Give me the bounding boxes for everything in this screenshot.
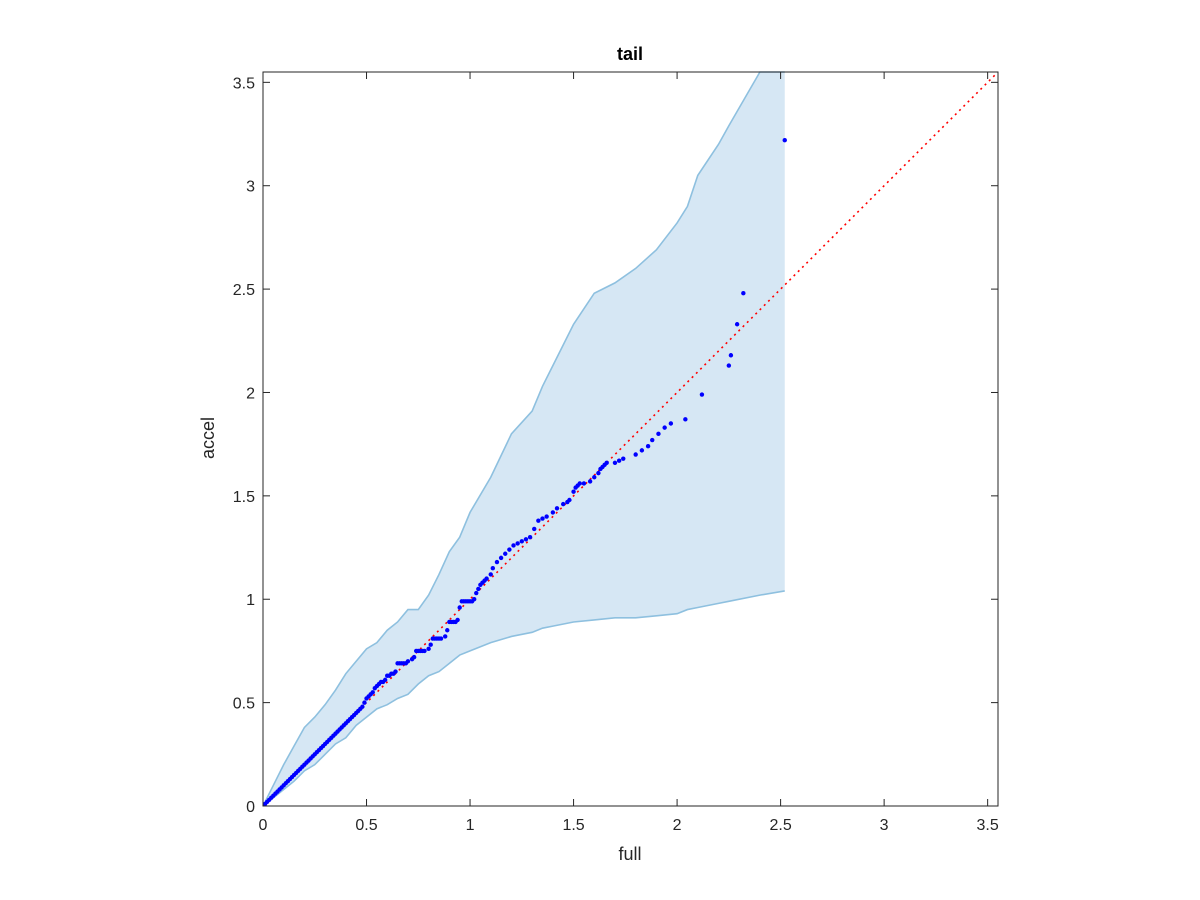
data-point <box>604 460 609 465</box>
axes-box <box>262 71 999 807</box>
x-tick-label: 3.5 <box>977 817 999 834</box>
x-tick-label: 3 <box>880 817 889 834</box>
data-point <box>650 437 655 443</box>
x-axis-ticks: 0 0.5 1 1.5 2 2.5 3 3.5 <box>259 72 999 834</box>
data-point <box>616 458 622 463</box>
data-point <box>587 479 593 484</box>
y-tick-label: 1.5 <box>233 489 255 506</box>
data-point <box>554 506 560 511</box>
data-point <box>699 392 705 397</box>
data-point <box>455 617 460 623</box>
data-point <box>438 636 444 641</box>
data-point <box>411 654 417 660</box>
data-points <box>262 138 787 807</box>
data-point <box>457 605 462 610</box>
x-tick-label: 2 <box>673 817 682 834</box>
data-point <box>550 510 556 515</box>
data-point <box>527 535 533 540</box>
data-point <box>683 417 688 422</box>
data-point <box>476 586 481 592</box>
data-point <box>360 704 365 709</box>
confidence-band <box>262 71 785 807</box>
data-point <box>488 572 493 577</box>
data-point <box>581 481 587 486</box>
data-point <box>532 526 537 532</box>
data-point <box>511 543 516 548</box>
chart-title: tail <box>617 44 643 64</box>
data-point <box>621 456 626 461</box>
y-tick-label: 0.5 <box>233 696 255 713</box>
x-tick-label: 1.5 <box>562 817 584 834</box>
band-lower-edge <box>262 590 785 807</box>
band-upper-edge <box>262 71 785 807</box>
data-point <box>445 628 450 633</box>
y-tick-label: 2 <box>246 385 255 402</box>
x-tick-label: 0 <box>259 817 268 834</box>
plot-frame <box>262 71 999 807</box>
data-point <box>540 516 545 521</box>
data-point <box>782 138 787 143</box>
y-tick-label: 3 <box>246 179 255 196</box>
data-point <box>490 566 496 571</box>
y-axis-ticks: 0 0.5 1 1.5 2 2.5 3 3.5 <box>233 75 998 816</box>
data-point <box>442 634 448 639</box>
data-point <box>428 642 433 647</box>
data-point <box>639 448 645 453</box>
data-point <box>567 497 572 503</box>
data-point <box>426 646 431 652</box>
data-point <box>668 421 674 426</box>
data-point <box>577 481 582 486</box>
x-axis-label: full <box>618 844 641 864</box>
y-tick-label: 1 <box>246 592 255 609</box>
reference-line <box>262 71 999 807</box>
data-point <box>633 452 638 457</box>
band-fill <box>263 72 785 806</box>
data-point <box>484 576 489 581</box>
y-tick-label: 3.5 <box>233 75 255 92</box>
y-axis-label: accel <box>198 417 218 459</box>
data-point <box>544 514 549 519</box>
y-tick-label: 2.5 <box>233 282 255 299</box>
data-point <box>362 700 367 705</box>
data-point <box>561 501 566 507</box>
data-point <box>596 470 601 476</box>
x-tick-label: 2.5 <box>769 817 791 834</box>
data-point <box>571 489 576 494</box>
data-point <box>515 541 520 546</box>
data-point <box>422 648 427 654</box>
data-point <box>662 425 667 430</box>
data-point <box>726 363 732 368</box>
data-point <box>536 518 541 523</box>
data-point <box>405 659 411 664</box>
data-point <box>494 559 500 565</box>
data-point <box>523 537 529 542</box>
data-point <box>382 677 388 683</box>
data-point <box>498 555 504 561</box>
data-point <box>656 431 661 437</box>
data-point <box>645 444 651 449</box>
x-tick-label: 1 <box>466 817 475 834</box>
data-point <box>592 475 597 480</box>
data-point <box>741 291 746 296</box>
y-tick-label: 0 <box>246 799 255 816</box>
data-point <box>503 551 508 556</box>
data-point <box>370 690 375 695</box>
data-point <box>728 353 734 358</box>
data-point <box>393 669 398 674</box>
data-point <box>474 590 479 596</box>
data-point <box>507 547 512 552</box>
data-point <box>519 539 525 544</box>
data-point <box>734 322 740 327</box>
data-point <box>471 597 477 602</box>
reference-line-path <box>262 71 999 807</box>
data-point <box>612 460 618 465</box>
x-tick-label: 0.5 <box>355 817 377 834</box>
